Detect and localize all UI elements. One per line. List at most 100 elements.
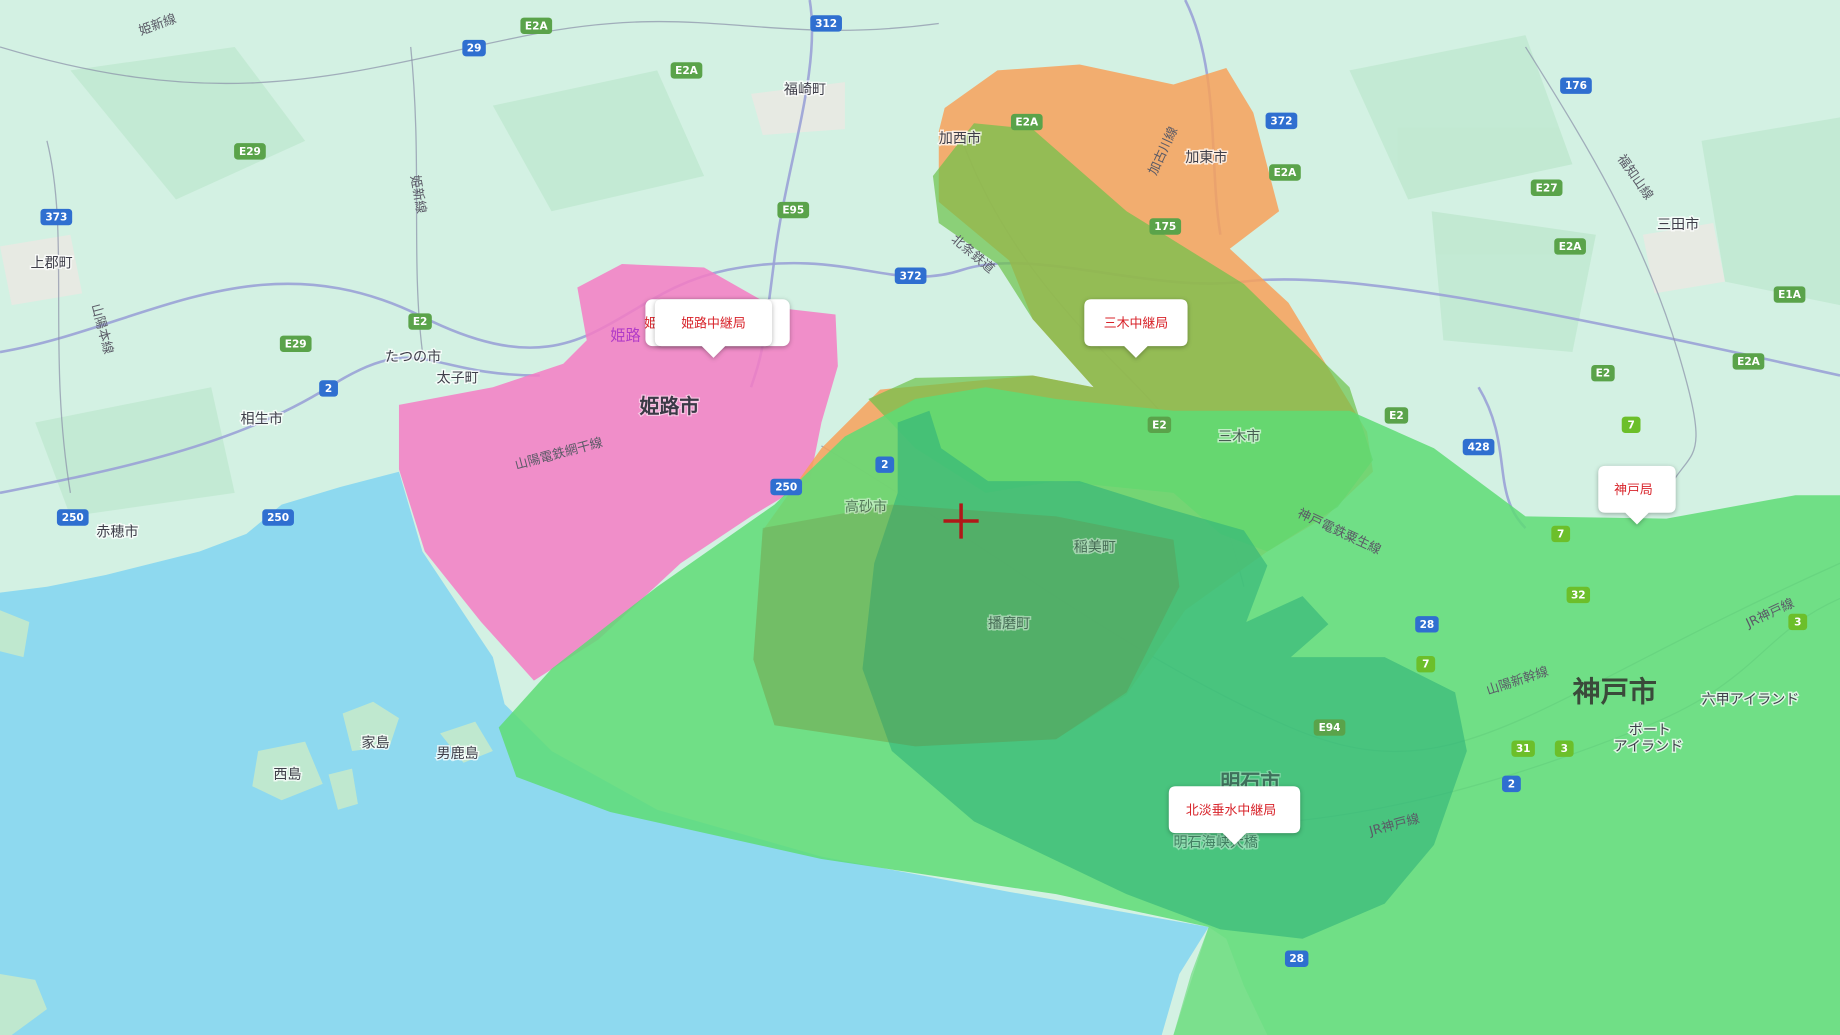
road-shield-r428: 428 [1462,438,1495,456]
road-shield-e2a_1: E2A [520,17,553,35]
road-shield-r372_2: 372 [1265,112,1298,130]
road-shield-e94: E94 [1313,719,1346,736]
label-port-island-2: アイランド [1614,739,1684,755]
road-shield-e2_3: E2 [1384,407,1409,424]
road-shield-e29_2: E29 [279,335,312,353]
road-shield-e2a_3: E2A [1010,113,1043,131]
road-shield-label: 2 [1508,778,1515,790]
road-shield-label: E2 [1596,368,1611,380]
label-inami: 稲美町 [1074,540,1116,556]
marker-label: 北淡垂水中継局 [1186,803,1276,818]
label-himeji: 姫路市 [640,394,700,418]
marker-miki[interactable]: 三木中継局 [1084,299,1188,358]
road-shield-label: 28 [1420,619,1435,631]
road-shield-r28_2: 28 [1284,950,1309,967]
label-kobe: 神戸市 [1572,676,1656,709]
road-shield-label: 7 [1627,419,1634,431]
label-tatsuno: たつの市 [385,348,441,365]
road-shield-r7_2: 7 [1551,525,1571,543]
road-shield-e2a_4: E2A [1269,164,1301,181]
label-miki: 三木市 [1218,428,1260,445]
marker-kobe[interactable]: 神戸局 [1598,465,1676,525]
road-shield-label: 176 [1565,80,1587,92]
road-shield-r175: 175 [1149,218,1182,235]
road-shield-r3_1: 3 [1554,740,1574,757]
marker-himeji[interactable]: 姫路中継局 [654,299,773,358]
label-aioi: 相生市 [241,411,283,428]
road-shield-label: 312 [815,18,837,30]
label-himeji-partial: 姫路 [610,326,641,344]
label-harima: 播磨町 [988,616,1030,632]
road-shield-label: E1A [1778,289,1802,301]
road-shield-e2a_6: E2A [1732,353,1765,370]
road-shield-r312: 312 [810,15,842,32]
label-ako: 赤穂市 [96,523,138,540]
road-shield-label: 2 [325,383,332,395]
road-shields: E2A E2A E2A E2A E2A E2A E2 E2 E2 E2 E29 E29 E95 E27 E1… [40,15,1808,967]
road-shield-label: 250 [775,482,797,494]
road-shield-r250_3: 250 [770,478,803,496]
road-shield-e2a_2: E2A [670,62,703,79]
road-shield-label: E2A [1559,241,1583,253]
road-shield-r7_3: 7 [1416,655,1436,673]
road-shield-label: E29 [285,338,307,350]
road-shield-e2_4: E2 [1147,416,1172,434]
road-shield-label: 28 [1289,953,1304,965]
awaji-coast [1173,927,1268,1035]
place-labels: 福崎町 加西市 加東市 三田市 上郡町 たつの市 太子町 相生市 赤穂市 姫路市… [29,80,1801,852]
road-shield-r2_3: 2 [1502,775,1521,793]
road-shield-label: 372 [1270,115,1292,127]
road-shield-label: 3 [1794,616,1801,628]
coverage-himeji[interactable] [398,264,838,681]
road-shield-label: 31 [1516,743,1531,755]
road-shield-label: E95 [782,205,804,217]
road-shield-e2_1: E2 [408,313,432,330]
road-shield-r372_1: 372 [894,267,927,284]
road-shield-label: E2A [1015,117,1039,129]
road-shield-label: 3 [1561,743,1568,755]
islands [0,610,493,1035]
road-shield-e2_2: E2 [1591,364,1615,382]
road-shield-label: E2A [1737,356,1761,368]
road-shield-r2_2: 2 [875,456,895,473]
label-kishin: 姫新線 [407,174,429,215]
label-tangashima: 男鹿島 [437,745,479,762]
road-shield-r373: 373 [40,208,73,226]
label-sanda: 三田市 [1657,216,1699,233]
label-kato: 加東市 [1185,149,1227,166]
label-rokko-island: 六甲アイランド [1702,692,1800,708]
road-shield-r176: 176 [1560,77,1592,94]
road-shield-r7_1: 7 [1621,416,1641,434]
road-shield-e29_1: E29 [234,143,266,160]
road-shield-label: E29 [239,146,261,158]
label-kasai: 加西市 [939,130,981,147]
road-shield-label: 372 [900,270,922,282]
label-takasago: 高砂市 [845,499,887,516]
crosshair-icon [943,503,979,539]
road-shield-r29: 29 [462,39,486,57]
marker-hokudan-tarumi[interactable]: 北淡垂水中継局 [1168,786,1301,845]
road-shield-label: E2A [525,20,549,32]
road-shield-r2_1: 2 [319,380,338,397]
road-shield-label: 29 [467,43,482,55]
road-shield-label: E94 [1319,722,1341,734]
road-shield-label: E2A [1274,167,1298,179]
sea [0,471,1209,1035]
road-shield-r31: 31 [1511,740,1535,757]
marker-label: 神戸局 [1614,483,1653,498]
road-shield-r250_2: 250 [262,509,294,526]
label-akashi-bridge: 明石海峡大橋 [1173,835,1257,851]
road-shield-e1a: E1A [1773,286,1806,303]
coverage-overlap-dark [753,504,1180,747]
road-shield-label: 7 [1422,659,1429,671]
label-taishi: 太子町 [437,371,479,387]
road-shield-r28_1: 28 [1415,616,1439,633]
road-shield-label: E2 [1152,419,1167,431]
road-shield-label: 175 [1154,221,1176,233]
marker-label: 姫路中継局 [681,315,745,331]
label-port-island-1: ポート [1629,723,1671,739]
coverage-hokudan[interactable] [862,410,1467,939]
road-shield-r250_1: 250 [56,509,89,526]
road-shield-label: 7 [1557,528,1564,540]
